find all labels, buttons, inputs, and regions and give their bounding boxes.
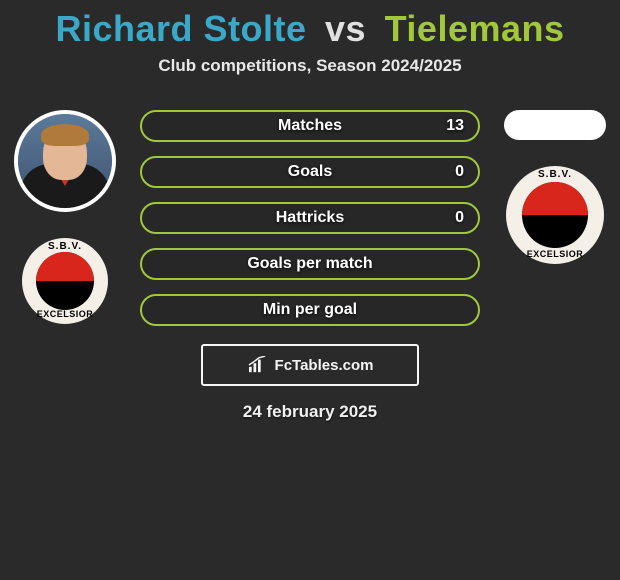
vs-label: vs: [325, 8, 366, 49]
stat-label: Min per goal: [263, 301, 357, 319]
badge-text-top: S.B.V.: [22, 241, 108, 252]
chart-icon: [247, 356, 269, 374]
left-column: S.B.V. EXCELSIOR: [10, 110, 120, 324]
player2-name: Tielemans: [385, 8, 565, 49]
badge-text-top: S.B.V.: [506, 169, 604, 180]
stat-label: Goals per match: [247, 255, 372, 273]
player2-club-badge: S.B.V. EXCELSIOR: [506, 166, 604, 264]
player1-club-badge: S.B.V. EXCELSIOR: [22, 238, 108, 324]
watermark: FcTables.com: [201, 344, 419, 386]
right-column: S.B.V. EXCELSIOR: [500, 110, 610, 264]
stat-label: Goals: [288, 163, 332, 181]
stat-row: Goals 0: [140, 156, 480, 188]
stat-value: 0: [455, 163, 464, 181]
stat-value: 13: [446, 117, 464, 135]
stat-row: Min per goal: [140, 294, 480, 326]
stat-row: Goals per match: [140, 248, 480, 280]
subtitle: Club competitions, Season 2024/2025: [0, 56, 620, 76]
badge-text-bottom: EXCELSIOR: [506, 249, 604, 259]
stat-label: Matches: [278, 117, 342, 135]
page-title: Richard Stolte vs Tielemans: [0, 0, 620, 50]
player1-avatar: [14, 110, 116, 212]
stat-row: Matches 13: [140, 110, 480, 142]
stat-row: Hattricks 0: [140, 202, 480, 234]
stats-list: Matches 13 Goals 0 Hattricks 0 Goals per…: [140, 110, 480, 326]
date: 24 february 2025: [0, 402, 620, 422]
stat-value: 0: [455, 209, 464, 227]
player1-name: Richard Stolte: [55, 8, 306, 49]
content-area: S.B.V. EXCELSIOR S.B.V. EXCELSIOR Matche…: [0, 110, 620, 422]
watermark-label: FcTables.com: [275, 357, 374, 374]
badge-text-bottom: EXCELSIOR: [22, 309, 108, 319]
stat-label: Hattricks: [276, 209, 344, 227]
player2-avatar: [504, 110, 606, 140]
